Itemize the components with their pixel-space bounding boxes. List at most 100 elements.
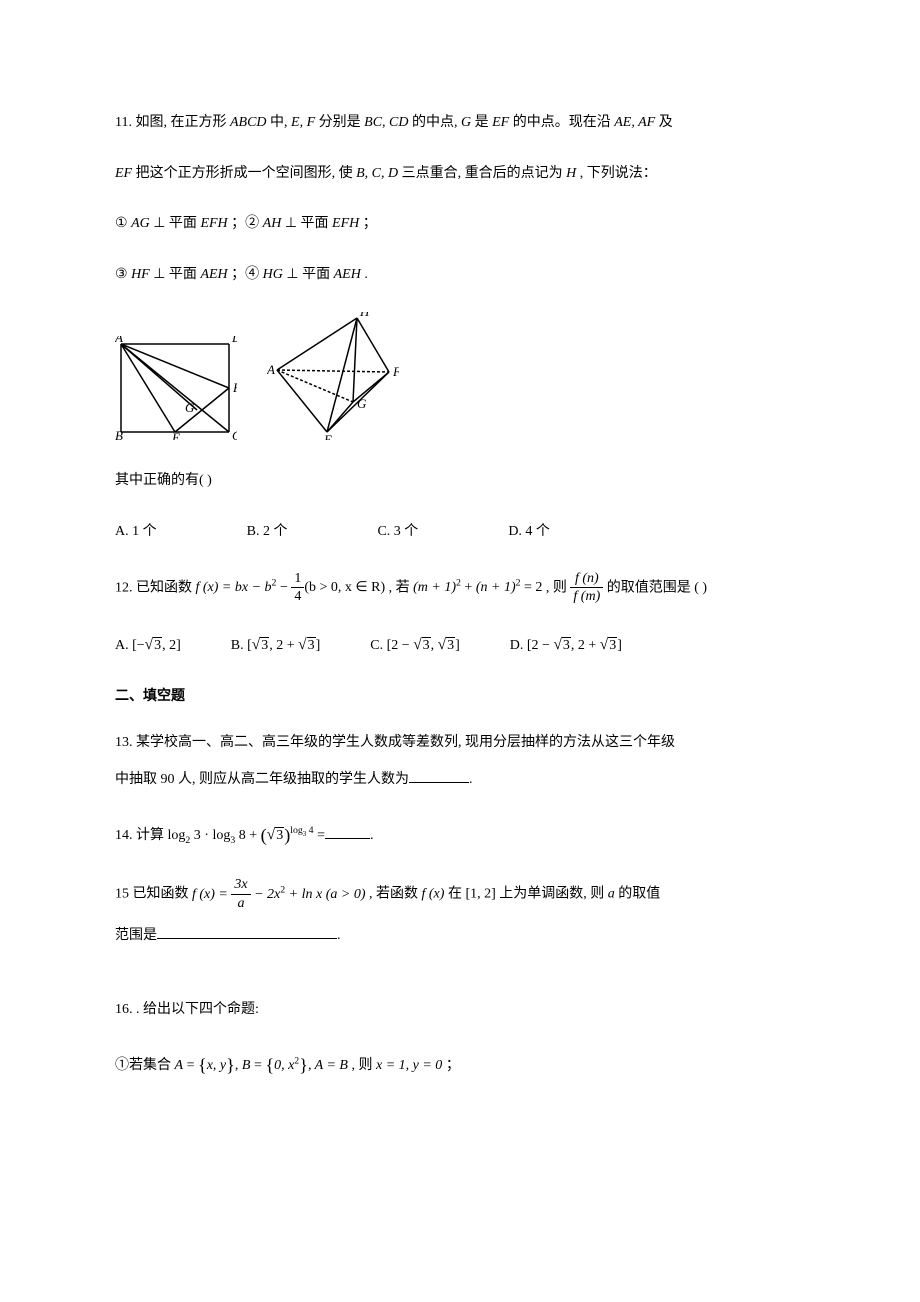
q13-line1: 13. 某学校高一、高二、高三年级的学生人数成等差数列, 现用分层抽样的方法从这…: [115, 730, 805, 757]
text: ①: [115, 216, 131, 231]
expr: x = 1, y = 0: [376, 1058, 442, 1073]
text: 12. 已知函数: [115, 580, 196, 595]
var: B, C, D: [356, 166, 398, 181]
text: D. [2 −: [510, 638, 554, 653]
text: 上为单调函数, 则: [496, 887, 608, 902]
fill-blank: [325, 825, 370, 839]
exponent: log3 4: [290, 825, 313, 836]
text: ⊥ 平面: [283, 267, 334, 282]
radicand: 3: [260, 637, 269, 653]
var: A: [175, 1058, 184, 1073]
svg-text:C: C: [232, 428, 237, 440]
text: 4: [306, 825, 313, 836]
q11-stem-line2: EF 把这个正方形折成一个空间图形, 使 B, C, D 三点重合, 重合后的点…: [115, 161, 805, 188]
sqrt-icon: 3: [298, 630, 315, 660]
sqrt-icon: 3: [553, 630, 570, 660]
text: B. [: [231, 638, 252, 653]
expr: − 2x: [251, 887, 281, 902]
text: .: [370, 828, 374, 843]
var: EF: [115, 166, 132, 181]
text: ；: [359, 216, 377, 231]
sqrt-icon: 3: [267, 820, 284, 850]
text: .: [337, 928, 341, 943]
text: 三点重合, 重合后的点记为: [398, 166, 566, 181]
set: 0, x: [274, 1058, 294, 1073]
sqrt-icon: 3: [252, 630, 269, 660]
radicand: 3: [608, 637, 617, 653]
expr: f (x): [422, 887, 445, 902]
q16-intro: 16. . 给出以下四个命题:: [115, 997, 805, 1024]
q11-statements-line1: ① AG ⊥ 平面 EFH ；② AH ⊥ 平面 EFH ；: [115, 211, 805, 238]
var: G: [461, 115, 471, 130]
svg-text:F: F: [232, 380, 237, 395]
text: =: [250, 1058, 265, 1073]
text: +: [461, 580, 476, 595]
log: log: [212, 828, 230, 843]
radicand: 3: [153, 637, 162, 653]
text: , 下列说法：: [576, 166, 657, 181]
option-d: D. [2 − 3, 2 + 3]: [510, 630, 622, 660]
rbrace-icon: }: [299, 1055, 308, 1075]
text: 在: [444, 887, 465, 902]
lbrace-icon: {: [198, 1055, 207, 1075]
square-diagram: ABCDEFG: [115, 336, 237, 440]
svg-text:E: E: [323, 432, 332, 440]
text: , 2 +: [269, 638, 298, 653]
text: −: [276, 580, 291, 595]
svg-text:F: F: [392, 364, 399, 379]
text: .: [361, 267, 368, 282]
text: ⊥ 平面: [150, 267, 201, 282]
var: EFH: [332, 216, 359, 231]
text: 11. 如图, 在正方形: [115, 115, 230, 130]
numerator: 3x: [231, 876, 250, 895]
q12-stem: 12. 已知函数 f (x) = bx − b2 − 14(b > 0, x ∈…: [115, 570, 805, 607]
svg-text:G: G: [185, 400, 195, 415]
text: 15 已知函数: [115, 887, 189, 902]
q15-line1: 15 已知函数 f (x) = 3xa − 2x2 + ln x (a > 0)…: [115, 876, 805, 913]
text: 3 ·: [190, 828, 212, 843]
text: 分别是: [315, 115, 364, 130]
text: 的中点。现在沿: [509, 115, 614, 130]
q11-options: A. 1 个 B. 2 个 C. 3 个 D. 4 个: [115, 519, 805, 546]
option-b: B. [3, 2 + 3]: [231, 630, 320, 660]
expr: , A = B: [308, 1058, 348, 1073]
var: AG: [131, 216, 150, 231]
var: EF: [492, 115, 509, 130]
var: EFH: [200, 216, 227, 231]
numerator: 1: [291, 570, 304, 589]
numerator: f (n): [570, 570, 603, 589]
q11-diagrams: ABCDEFG AHEFG: [115, 312, 805, 440]
text: , 2 +: [571, 638, 600, 653]
radicand: 3: [275, 827, 284, 843]
option-c: C. [2 − 3, 3]: [370, 630, 459, 660]
text: , 则: [348, 1058, 376, 1073]
section-2-heading: 二、填空题: [115, 684, 805, 711]
var: AEH: [200, 267, 227, 282]
expr: f (x) =: [189, 887, 232, 902]
text: C. [2 −: [370, 638, 413, 653]
text: 中抽取 90 人, 则应从高二年级抽取的学生人数为: [115, 772, 409, 787]
option-d: D. 4 个: [508, 519, 550, 546]
q11-correct-prompt: 其中正确的有( ): [115, 468, 805, 495]
var: ABCD: [230, 115, 267, 130]
expr: (m + 1): [413, 580, 456, 595]
sqrt-icon: 3: [438, 630, 455, 660]
expr: f (x) = bx − b: [196, 580, 272, 595]
text: ,: [431, 638, 438, 653]
log: log: [168, 828, 186, 843]
denominator: a: [231, 895, 250, 913]
cond: (b > 0, x ∈ R): [304, 580, 385, 595]
text: 14. 计算: [115, 828, 168, 843]
svg-text:G: G: [357, 396, 367, 411]
fraction: 14: [291, 570, 304, 607]
text: 的中点,: [409, 115, 462, 130]
set: x, y: [207, 1058, 226, 1073]
svg-text:D: D: [231, 336, 237, 345]
var: AEH: [334, 267, 361, 282]
option-c: C. 3 个: [377, 519, 418, 546]
radicand: 3: [422, 637, 431, 653]
option-a: A. 1 个: [115, 519, 157, 546]
text: ,: [235, 1058, 242, 1073]
svg-text:H: H: [359, 312, 370, 319]
option-b: B. 2 个: [247, 519, 288, 546]
